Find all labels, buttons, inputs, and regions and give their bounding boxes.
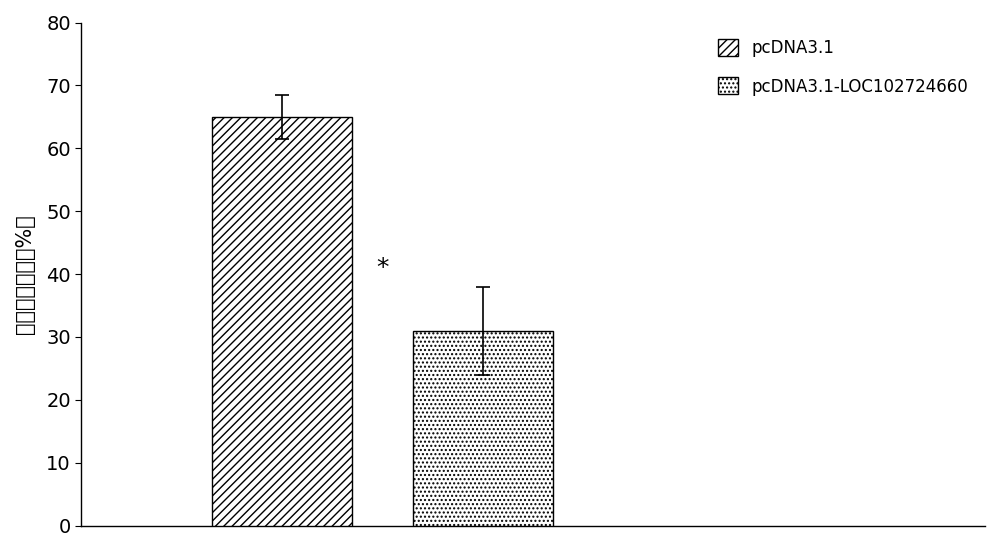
Bar bbox=[413, 331, 553, 526]
Y-axis label: 细胞增殖速率（%）: 细胞增殖速率（%） bbox=[15, 214, 35, 334]
Legend: pcDNA3.1, pcDNA3.1-LOC102724660: pcDNA3.1, pcDNA3.1-LOC102724660 bbox=[710, 31, 977, 104]
Bar bbox=[212, 117, 352, 526]
Text: *: * bbox=[376, 256, 389, 280]
